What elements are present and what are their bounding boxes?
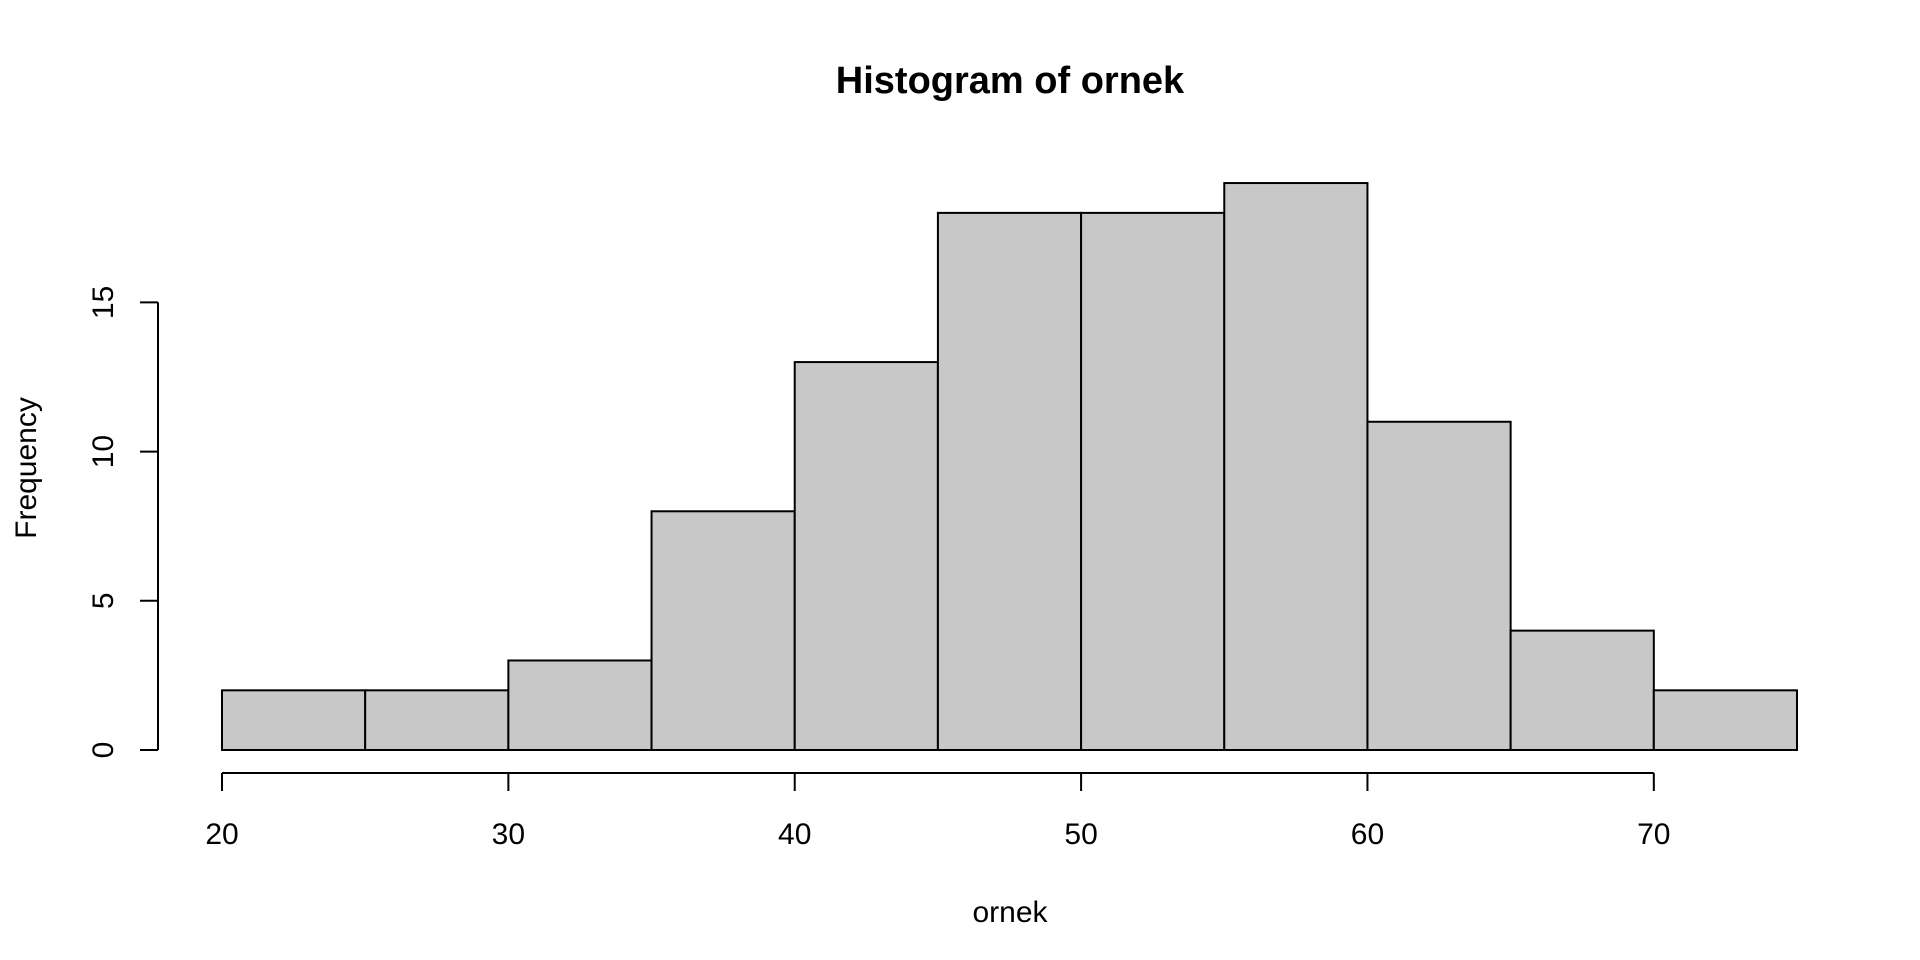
x-axis: 20 30 40 50 60 70 [205, 772, 1671, 851]
x-tick-label: 40 [778, 818, 811, 851]
x-tick-label: 30 [492, 818, 525, 851]
x-tick-label: 70 [1637, 818, 1670, 851]
histogram-bar-10 [1509, 629, 1655, 752]
x-tick-label: 20 [205, 818, 238, 851]
x-tick-label: 50 [1064, 818, 1097, 851]
y-tick-label: 0 [87, 742, 120, 759]
y-tick-label: 15 [87, 286, 120, 319]
bars-group [221, 182, 1799, 752]
histogram-bar-2 [364, 689, 510, 752]
histogram-bar-6 [936, 211, 1083, 751]
x-axis-label: ornek [972, 896, 1048, 929]
histogram-bar-3 [507, 659, 653, 751]
x-tick-label: 60 [1351, 818, 1384, 851]
chart-title: Histogram of ornek [836, 60, 1185, 102]
histogram-bar-8 [1223, 182, 1369, 752]
histogram-bar-5 [793, 361, 939, 751]
histogram-bar-4 [650, 510, 796, 751]
histogram-bar-11 [1652, 689, 1799, 752]
y-tick-label: 10 [87, 435, 120, 468]
y-tick-label: 5 [87, 592, 120, 609]
y-axis: 0 5 10 15 [87, 286, 159, 759]
histogram-bar-9 [1366, 420, 1512, 751]
histogram-bar-1 [221, 689, 367, 752]
y-axis-label: Frequency [10, 397, 43, 539]
histogram-bar-7 [1080, 211, 1226, 751]
